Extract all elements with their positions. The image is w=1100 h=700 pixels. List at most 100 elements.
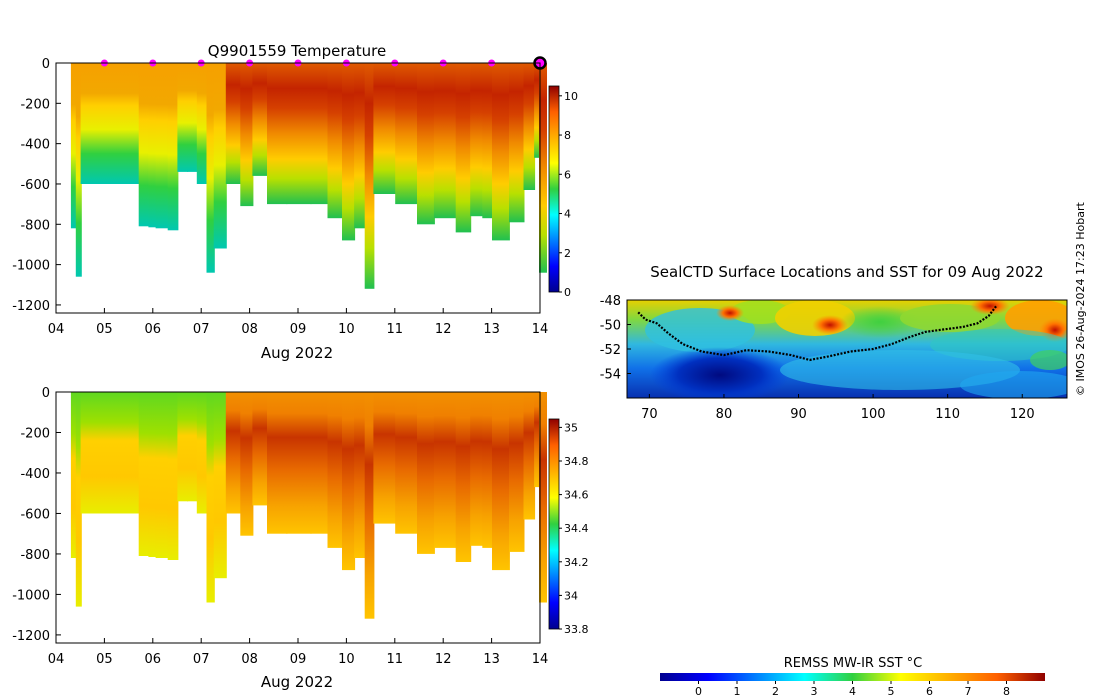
- temperature-y-tick-label: -800: [20, 218, 50, 233]
- salinity-profile-11: [196, 392, 208, 514]
- temperature-profile-12: [206, 63, 215, 273]
- salinity-profile-16: [252, 392, 268, 506]
- temperature-profile-28: [455, 63, 472, 233]
- temperature-y-tick-label: -1000: [12, 259, 50, 274]
- temperature-x-tick-label: 05: [96, 322, 113, 337]
- temperature-profile-4: [97, 63, 140, 184]
- temperature-profile-31: [492, 63, 510, 241]
- salinity-y-tick-label: -400: [20, 467, 50, 482]
- salinity-profile-7: [155, 392, 169, 558]
- temperature-profile-16: [252, 63, 268, 176]
- temperature-profile-8: [167, 63, 179, 231]
- temperature-profile-14: [225, 63, 242, 184]
- salinity-profile-30: [482, 392, 493, 548]
- map-y-tick-label: -50: [600, 319, 621, 334]
- salinity-profile-9: [177, 392, 189, 502]
- map-colorbar-tick-label: 3: [811, 685, 818, 698]
- salinity-profile-5: [138, 392, 150, 556]
- temperature-colorbar-tick-label: 4: [564, 208, 571, 221]
- temperature-x-tick-label: 11: [387, 322, 404, 337]
- map-x-tick-label: 80: [716, 407, 733, 422]
- salinity-profile-12: [206, 392, 215, 603]
- temperature-profile-20: [327, 63, 343, 219]
- map-x-tick-label: 110: [935, 407, 960, 422]
- salinity-x-tick-label: 09: [290, 652, 307, 667]
- salinity-x-tick-label: 08: [241, 652, 258, 667]
- temperature-profile-34: [534, 63, 541, 158]
- salinity-profile-13: [213, 392, 227, 579]
- map-y-tick-label: -54: [600, 368, 621, 383]
- salinity-y-tick-label: 0: [42, 386, 50, 401]
- credit-text: © IMOS 26-Aug-2024 17:23 Hobart: [1074, 202, 1087, 396]
- salinity-profile-19: [310, 392, 329, 534]
- salinity-xlabel: Aug 2022: [261, 673, 333, 691]
- map-colorbar-tick-label: 7: [965, 685, 972, 698]
- temperature-x-tick-label: 12: [435, 322, 452, 337]
- temperature-xlabel: Aug 2022: [261, 344, 333, 362]
- temperature-x-tick-label: 09: [290, 322, 307, 337]
- temperature-profile-7: [155, 63, 169, 229]
- temperature-profile-11: [196, 63, 208, 184]
- salinity-profile-32: [509, 392, 525, 552]
- temperature-profile-0: [70, 63, 77, 229]
- salinity-colorbar-tick-label: 34.8: [564, 455, 589, 468]
- temperature-title: Q9901559 Temperature: [208, 42, 386, 60]
- map-colorbar-tick-label: 5: [888, 685, 895, 698]
- salinity-panel: 04 05 06 07 08 09 10 11 12 13 14 0 -200 -400 -600 -800…: [12, 386, 588, 691]
- map-colorbar-tick-label: 1: [734, 685, 741, 698]
- salinity-colorbar-tick-label: 34.2: [564, 556, 589, 569]
- salinity-colorbar-tick-label: 33.8: [564, 623, 589, 636]
- salinity-x-tick-label: 11: [387, 652, 404, 667]
- temperature-profile-24: [373, 63, 397, 194]
- salinity-colorbar: [548, 418, 560, 630]
- sst-field: [627, 300, 1067, 398]
- temperature-profile-30: [482, 63, 493, 219]
- temperature-profile-33: [523, 63, 536, 190]
- temperature-profile-27: [433, 63, 457, 219]
- salinity-profile-8: [167, 392, 179, 560]
- sst-map-panel: SealCTD Surface Locations and SST for 09…: [600, 263, 1068, 698]
- temperature-profile-17: [267, 63, 288, 205]
- temperature-panel: Q9901559 Temperature 04 05 06 07 08 09 10 11 12 1…: [12, 42, 578, 362]
- salinity-colorbar-tick-label: 34: [564, 589, 578, 602]
- temperature-profile-9: [177, 63, 189, 172]
- temperature-profile-23: [364, 63, 375, 289]
- salinity-y-tick-label: -800: [20, 548, 50, 563]
- salinity-x-tick-label: 10: [338, 652, 355, 667]
- salinity-colorbar-tick-label: 34.6: [564, 489, 589, 502]
- temperature-profile-25: [395, 63, 418, 205]
- salinity-y-tick-label: -1200: [12, 629, 50, 644]
- salinity-profile-35: [539, 392, 547, 603]
- temperature-profiles: [70, 63, 547, 289]
- salinity-profiles: [70, 392, 547, 619]
- map-colorbar-tick-label: 2: [772, 685, 779, 698]
- salinity-colorbar-tick-label: 35: [564, 421, 578, 434]
- salinity-profile-31: [492, 392, 510, 571]
- salinity-profile-20: [327, 392, 343, 548]
- temperature-colorbar-tick-label: 0: [564, 286, 571, 299]
- map-colorbar-tick-label: 0: [695, 685, 702, 698]
- salinity-y-tick-label: -600: [20, 507, 50, 522]
- temperature-profile-3: [87, 63, 99, 184]
- salinity-profile-23: [364, 392, 375, 619]
- temperature-colorbar-tick-label: 10: [564, 90, 578, 103]
- temperature-colorbar-tick-label: 8: [564, 129, 571, 142]
- map-colorbar-tick-label: 8: [1003, 685, 1010, 698]
- salinity-profile-33: [523, 392, 536, 520]
- temperature-profile-19: [310, 63, 329, 205]
- temperature-x-tick-label: 13: [483, 322, 500, 337]
- temperature-colorbar: [548, 85, 560, 293]
- map-title: SealCTD Surface Locations and SST for 09…: [650, 263, 1043, 281]
- salinity-x-tick-label: 07: [193, 652, 210, 667]
- map-colorbar-tick-label: 4: [849, 685, 856, 698]
- temperature-y-tick-label: -200: [20, 97, 50, 112]
- salinity-profile-6: [148, 392, 157, 557]
- temperature-y-tick-label: 0: [42, 57, 50, 72]
- salinity-profile-28: [455, 392, 472, 562]
- salinity-y-tick-label: -1000: [12, 588, 50, 603]
- temperature-y-tick-label: -600: [20, 178, 50, 193]
- map-x-tick-label: 70: [641, 407, 658, 422]
- temperature-x-tick-label: 04: [48, 322, 65, 337]
- temperature-profile-5: [138, 63, 150, 227]
